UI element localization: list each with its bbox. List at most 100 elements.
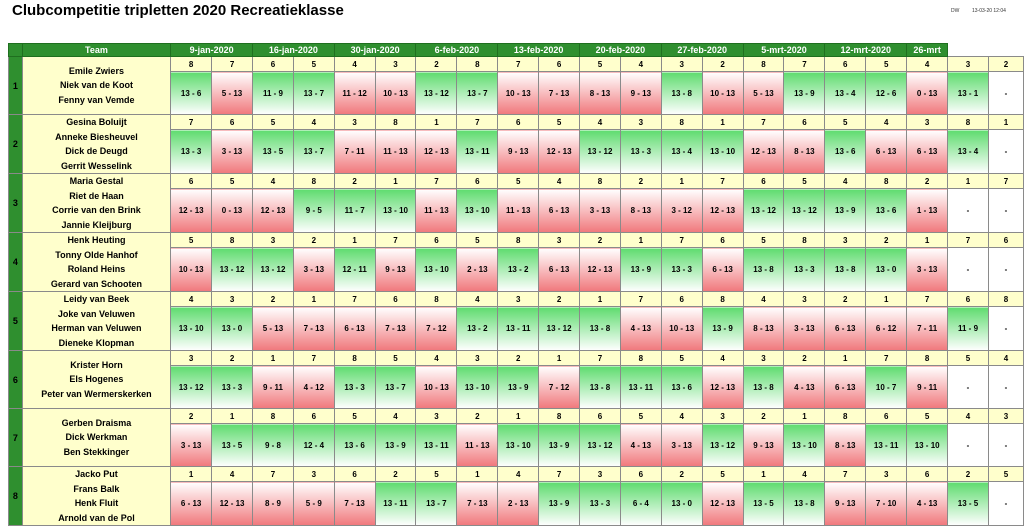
- opponent-cell: 8: [211, 231, 253, 249]
- opponent-cell: 4: [579, 113, 621, 131]
- score-cell: 9 - 11: [251, 365, 294, 409]
- score-cell: -: [987, 71, 1024, 115]
- score-cell: 12 - 13: [538, 129, 581, 174]
- score-cell: 13 - 5: [947, 481, 989, 526]
- opponent-cell: 8: [701, 290, 744, 308]
- team-member-name: Emile Zwiers: [68, 65, 124, 76]
- score-cell: 13 - 8: [742, 247, 785, 292]
- score-cell: 13 - 1: [947, 71, 989, 115]
- opponent-cell: 3: [292, 465, 335, 483]
- opponent-cell: 4: [783, 465, 826, 483]
- score-cell: 3 - 13: [211, 129, 253, 174]
- team-members: Krister Horn Els Hogenes Peter van Wermers…: [21, 350, 172, 409]
- opponent-cell: 2: [579, 231, 621, 249]
- team-row: 5 Leidy van Beek Joke van Veluwen Herman va…: [8, 290, 1024, 351]
- opponent-cell: 5: [211, 172, 253, 190]
- score-cell: 13 - 6: [333, 423, 376, 467]
- team-member-name: Arnold van de Pol: [58, 512, 135, 523]
- score-cell: 13 - 12: [170, 365, 213, 409]
- score-row: 10 - 13 13 - 12 13 - 12 3 - 13 12 - 11 9 - 13…: [9, 247, 1024, 292]
- opponent-cell: 6: [579, 408, 621, 424]
- opponent-cell: 1: [660, 172, 703, 190]
- score-cell: 13 - 12: [538, 306, 581, 351]
- score-cell: 13 - 6: [865, 188, 908, 233]
- team-member-name: Joke van Veluwen: [57, 308, 135, 319]
- opponent-cell: 8: [415, 290, 458, 308]
- score-cell: 12 - 13: [701, 188, 744, 233]
- team-member-name: Jannie Kleijburg: [61, 219, 132, 230]
- score-cell: 12 - 6: [865, 71, 908, 115]
- score-cell: 4 - 13: [619, 306, 662, 351]
- score-cell: 10 - 13: [701, 71, 744, 115]
- opponent-cell: 2: [497, 350, 540, 366]
- score-cell: 3 - 13: [906, 247, 949, 292]
- team-number: 3: [8, 173, 23, 233]
- score-cell: 8 - 9: [251, 481, 294, 526]
- score-cell: 13 - 9: [701, 306, 744, 351]
- opponent-cell: 4: [865, 113, 908, 131]
- opponent-cell: 8: [538, 408, 581, 424]
- score-cell: 13 - 10: [374, 188, 417, 233]
- opponent-cell: 1: [211, 408, 253, 424]
- opponent-cell: 6: [333, 465, 376, 483]
- score-cell: 13 - 7: [456, 71, 499, 115]
- score-cell: 7 - 13: [374, 306, 417, 351]
- opponent-cell: 7: [906, 290, 949, 308]
- opponent-cell: 4: [824, 172, 867, 190]
- team-number: 1: [8, 56, 23, 115]
- opponent-cell: 7: [865, 350, 908, 366]
- score-cell: 5 - 13: [211, 71, 253, 115]
- team-member-name: Roland Heins: [67, 264, 126, 274]
- opponent-cell: 2: [251, 290, 294, 308]
- team-member-name: Frans Balk: [73, 483, 120, 494]
- print-timestamp: 13-03-20 12:04: [972, 8, 1006, 14]
- opponent-cell: 8: [660, 113, 703, 131]
- opponent-cell: 4: [456, 290, 499, 308]
- score-cell: 13 - 7: [292, 129, 335, 174]
- opponent-cell: 1: [906, 231, 949, 249]
- opponent-cell: 5: [456, 231, 499, 249]
- opponent-cell: 1: [251, 350, 294, 366]
- opponent-cell: 7: [456, 113, 499, 131]
- header-spacer: [8, 43, 23, 57]
- opponent-cell: 6: [947, 290, 989, 308]
- opponent-cell: 1: [824, 350, 867, 366]
- opponent-cell: 2: [660, 465, 703, 483]
- score-cell: 13 - 12: [579, 129, 621, 174]
- score-cell: 3 - 13: [579, 188, 621, 233]
- score-cell: 13 - 10: [906, 423, 949, 467]
- score-cell: 6 - 13: [538, 247, 581, 292]
- opponent-cell: 5: [374, 350, 417, 366]
- score-cell: 7 - 13: [292, 306, 335, 351]
- score-cell: 6 - 13: [170, 481, 213, 526]
- score-cell: 13 - 8: [579, 365, 621, 409]
- opponent-cell: 6: [906, 465, 949, 483]
- team-members: Gesina Boluijt Anneke Biesheuvel Dick de D…: [21, 114, 172, 174]
- team-row: 8 Jacko Put Frans Balk Henk Fluit Arnold van…: [8, 465, 1024, 526]
- opponent-cell: 1: [619, 231, 662, 249]
- score-cell: 11 - 9: [947, 306, 989, 351]
- opponent-cell: 7: [660, 231, 703, 249]
- team-member-name: Gerrit Wesselink: [61, 160, 132, 171]
- score-cell: 13 - 12: [783, 188, 826, 233]
- date-header: 30-jan-2020: [333, 43, 417, 57]
- score-cell: 6 - 13: [824, 306, 867, 351]
- opponent-cell: 3: [456, 350, 499, 366]
- opponent-cell: 5: [987, 465, 1024, 483]
- score-cell: 10 - 13: [415, 365, 458, 409]
- opponent-cell: 1: [865, 290, 908, 308]
- team-number: 7: [8, 408, 23, 467]
- opponent-cell: 1: [333, 231, 376, 249]
- opponent-cell: 6: [742, 172, 785, 190]
- score-cell: 6 - 13: [701, 247, 744, 292]
- opponent-cell: 7: [701, 172, 744, 190]
- opponent-cell: 1: [456, 465, 499, 483]
- score-cell: 13 - 11: [415, 423, 458, 467]
- opponent-cell: 4: [211, 465, 253, 483]
- opponent-cell: 4: [742, 290, 785, 308]
- score-cell: 13 - 8: [824, 247, 867, 292]
- opponent-cell: 7: [415, 172, 458, 190]
- score-cell: 13 - 2: [497, 247, 540, 292]
- team-members: Jacko Put Frans Balk Henk Fluit Arnold van …: [21, 466, 172, 526]
